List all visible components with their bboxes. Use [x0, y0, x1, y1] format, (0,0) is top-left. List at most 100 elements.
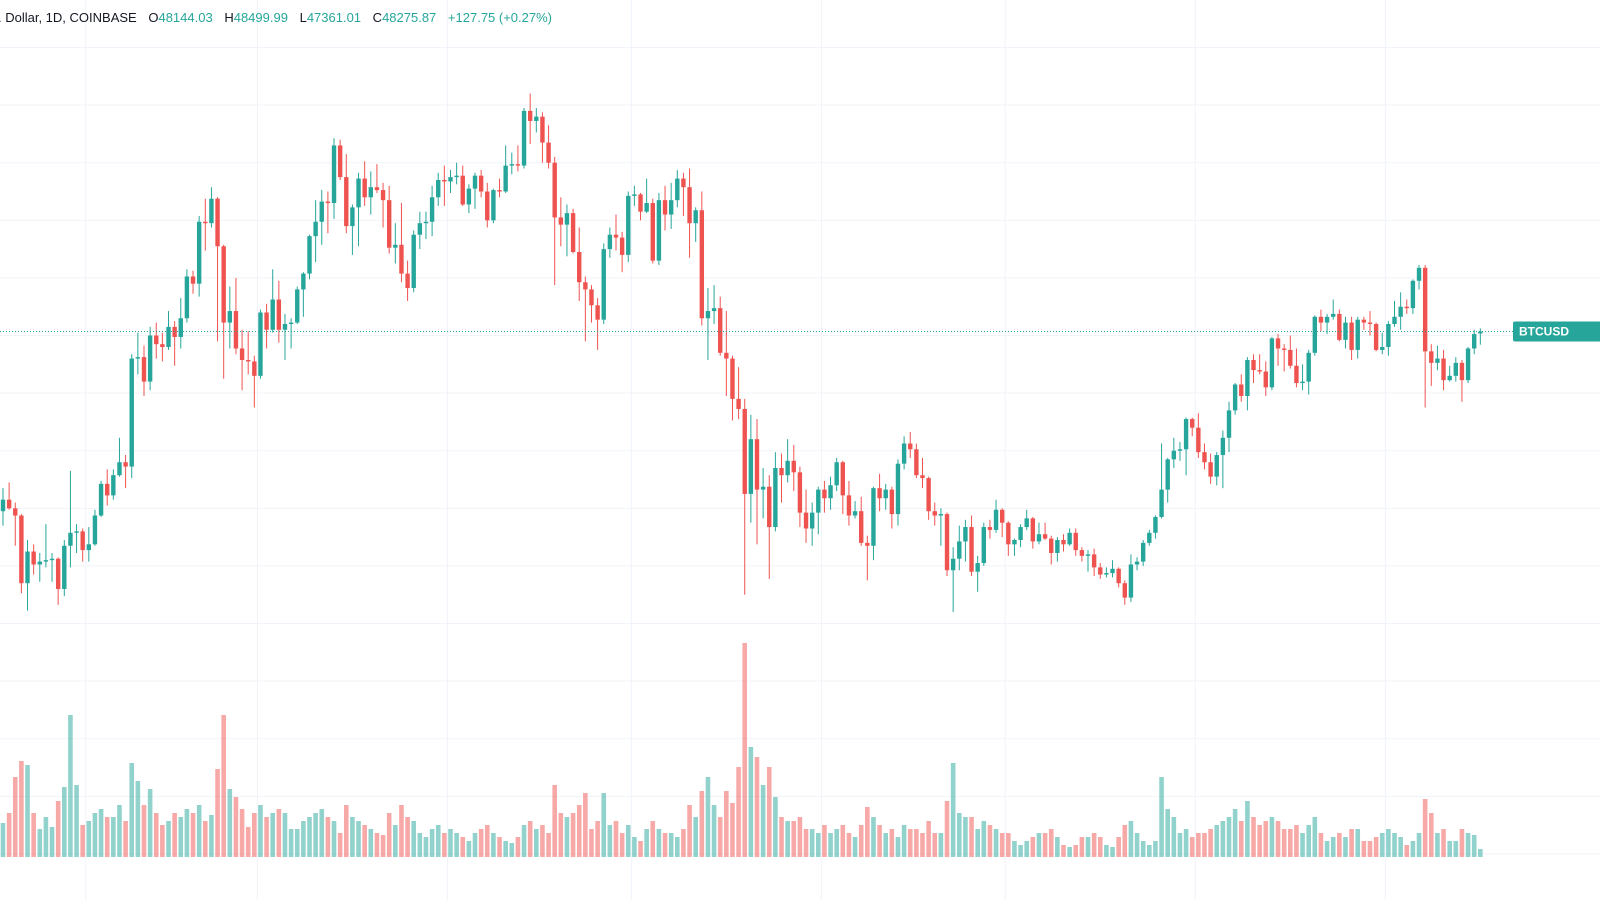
- volume-bar: [1386, 829, 1391, 857]
- volume-bar: [454, 833, 459, 857]
- candle-body: [1294, 365, 1299, 384]
- candle-body: [233, 311, 239, 349]
- candle-body: [1110, 568, 1115, 574]
- candle-body: [662, 200, 668, 215]
- close-value: 48275.87: [382, 10, 437, 25]
- candle-body: [570, 213, 576, 252]
- candle-body: [650, 203, 655, 261]
- candle-body: [135, 357, 141, 359]
- volume-bar: [1140, 841, 1146, 857]
- candle-body: [123, 462, 128, 467]
- ohlc-legend: . Dollar, 1D, COINBASE O48144.03 H48499.…: [0, 10, 552, 25]
- candle-body: [209, 198, 214, 224]
- volume-bar: [1459, 829, 1465, 857]
- volume-bar: [1006, 833, 1011, 857]
- volume-bar: [1343, 837, 1348, 857]
- candle-body: [822, 489, 827, 499]
- volume-bar: [1269, 817, 1275, 857]
- candle-body: [405, 273, 410, 288]
- volume-bar: [301, 821, 306, 857]
- volume-bar: [49, 827, 55, 857]
- volume-bar: [981, 821, 987, 857]
- candle-body: [619, 237, 625, 255]
- candle-body: [1232, 384, 1238, 411]
- volume-bar: [834, 829, 839, 857]
- candle-body: [736, 398, 741, 409]
- volume-bar: [141, 805, 147, 857]
- volume-bar: [1073, 845, 1079, 857]
- volume-bar: [258, 805, 263, 857]
- candle-body: [944, 514, 950, 571]
- volume-bar: [221, 715, 226, 857]
- volume-bar: [202, 821, 208, 857]
- candle-body: [49, 558, 55, 561]
- volume-bar: [1306, 825, 1311, 857]
- volume-bar: [1288, 829, 1293, 857]
- volume-bar: [1134, 833, 1140, 857]
- candle-body: [1122, 583, 1127, 598]
- candle-body: [307, 236, 312, 274]
- candle-body: [491, 190, 496, 221]
- open-label: O: [148, 10, 159, 25]
- volume-bar: [1165, 809, 1170, 857]
- volume-bar: [1251, 817, 1256, 857]
- volume-bar: [503, 841, 508, 857]
- volume-bar: [699, 791, 705, 857]
- volume-bar: [1024, 841, 1030, 857]
- candle-body: [1208, 462, 1213, 477]
- volume-bar: [803, 829, 809, 857]
- volume-bar: [1349, 829, 1354, 857]
- candle-body: [1067, 532, 1072, 545]
- volume-bar: [1079, 837, 1085, 857]
- symbol-badge-bg: [1513, 321, 1600, 342]
- candle-body: [589, 289, 594, 306]
- volume-bar: [1122, 825, 1128, 857]
- volume-bar: [650, 821, 656, 857]
- candle-body: [166, 326, 171, 348]
- candle-body: [436, 180, 441, 198]
- candle-body: [846, 495, 852, 516]
- candle-body: [705, 311, 711, 319]
- volume-bar: [809, 829, 815, 857]
- candle-body: [295, 289, 300, 323]
- volume-bar: [1030, 837, 1036, 857]
- candle-body: [1478, 331, 1483, 334]
- volume-bar: [1097, 837, 1103, 857]
- volume-bar: [1061, 845, 1066, 857]
- volume-bar: [828, 833, 833, 857]
- high-value: 48499.99: [233, 10, 288, 25]
- candle-body: [1245, 360, 1250, 396]
- volume-bar: [576, 805, 582, 857]
- volume-bar: [736, 767, 741, 857]
- volume-bar: [742, 643, 748, 857]
- candle-body: [656, 200, 662, 261]
- candle-body: [987, 527, 993, 530]
- symbol-badge-text: BTCUSD: [1519, 325, 1569, 339]
- symbol-badge: BTCUSD: [1513, 321, 1600, 342]
- volume-bar: [123, 821, 128, 857]
- volume-bar: [374, 833, 380, 857]
- volume-bar: [1392, 833, 1397, 857]
- candle-body: [595, 305, 600, 320]
- volume-bar: [6, 813, 12, 857]
- volume-bar: [1116, 837, 1121, 857]
- candle-body: [0, 499, 6, 512]
- candle-body: [632, 194, 637, 196]
- candle-body: [344, 177, 349, 227]
- volume-bar: [760, 785, 766, 857]
- volume-bar: [754, 757, 760, 857]
- candle-body: [546, 142, 551, 163]
- volume-bar: [815, 833, 821, 857]
- candle-body: [1361, 319, 1367, 323]
- candle-body: [1140, 542, 1146, 562]
- candle-body: [1153, 516, 1158, 533]
- volume-bar: [98, 809, 104, 857]
- candle-body: [1416, 267, 1422, 281]
- candle-body: [282, 324, 288, 330]
- candle-body: [37, 561, 42, 565]
- volume-bar: [270, 813, 276, 857]
- candle-body: [111, 475, 116, 496]
- volume-bar: [1422, 799, 1428, 857]
- volume-bar: [92, 813, 98, 857]
- volume-bar: [337, 833, 343, 857]
